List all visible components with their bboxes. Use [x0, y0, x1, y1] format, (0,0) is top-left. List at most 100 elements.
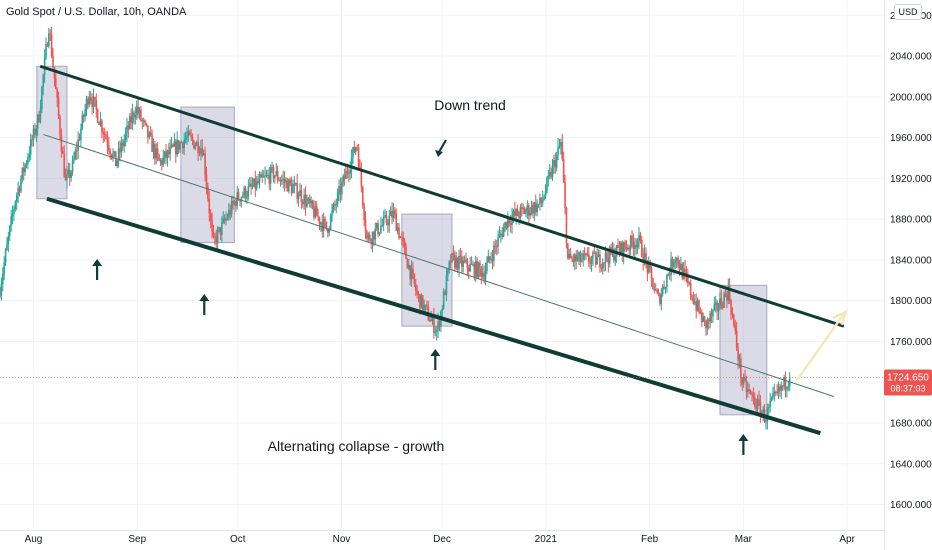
- candle-body: [541, 199, 544, 204]
- candle-body: [454, 255, 456, 268]
- candle-body: [106, 138, 109, 146]
- candle-body: [353, 147, 356, 153]
- candle-body: [354, 147, 357, 153]
- candle-body: [271, 166, 273, 168]
- candle-body: [187, 131, 190, 137]
- candle-body: [687, 276, 689, 283]
- candle-body: [48, 33, 50, 47]
- candle-body: [694, 302, 696, 304]
- candle-body: [239, 199, 241, 202]
- candle-body: [733, 315, 735, 326]
- candle-body: [628, 247, 631, 250]
- candle-body: [52, 56, 54, 68]
- candle-body: [441, 308, 444, 312]
- candle-body: [417, 294, 420, 296]
- candle-body: [473, 264, 476, 277]
- candle-body: [776, 391, 778, 393]
- candle-body: [762, 409, 764, 414]
- candle-body: [661, 286, 664, 295]
- candle-body: [402, 237, 405, 242]
- candle-body: [8, 226, 11, 237]
- candle-body: [413, 273, 416, 284]
- candle-body: [540, 197, 543, 204]
- candle-body: [200, 148, 202, 154]
- price-axis[interactable]: 1600.0001640.0001680.0001720.0001760.000…: [884, 0, 932, 550]
- candle-body: [653, 289, 656, 291]
- candle-body: [502, 227, 505, 237]
- candle-body: [689, 282, 692, 296]
- candle-body: [88, 97, 91, 105]
- candle-body: [346, 170, 349, 174]
- candle-body: [463, 260, 466, 262]
- candle-body: [46, 44, 49, 47]
- candle-body: [268, 174, 271, 184]
- candle-body: [533, 202, 536, 214]
- candle-body: [138, 109, 141, 114]
- candle-body: [80, 128, 82, 140]
- candle-body: [546, 178, 548, 192]
- candle-body: [237, 192, 240, 200]
- candle-body: [45, 44, 47, 58]
- candle-body: [74, 150, 77, 159]
- candle-body: [308, 198, 311, 204]
- candle-body: [221, 222, 223, 235]
- candle-body: [377, 223, 379, 235]
- candle-body: [631, 235, 633, 242]
- x-tick-label: Apr: [839, 534, 855, 545]
- candle-body: [87, 99, 89, 105]
- candle-body: [1, 274, 4, 285]
- candle-body: [527, 205, 530, 216]
- candle-body: [173, 141, 176, 147]
- candle-body: [765, 421, 767, 423]
- candle-body: [82, 115, 85, 117]
- candle-body: [205, 174, 208, 187]
- candle-body: [17, 188, 19, 196]
- candle-body: [603, 262, 605, 264]
- candle-body: [230, 200, 233, 215]
- candle-body: [208, 199, 211, 214]
- candle-body: [110, 154, 113, 158]
- candle-body: [67, 169, 70, 175]
- currency-button[interactable]: USD: [894, 4, 922, 20]
- candle-body: [334, 204, 336, 206]
- candle-body: [467, 268, 470, 272]
- candle-body: [6, 243, 8, 251]
- candle-body: [681, 263, 684, 279]
- candle-body: [396, 227, 399, 231]
- candle-body: [424, 304, 427, 306]
- candle-body: [709, 313, 711, 322]
- candle-body: [614, 256, 617, 261]
- candle-body: [168, 150, 170, 155]
- candle-body: [194, 145, 197, 149]
- candle-body: [322, 218, 325, 232]
- candle-body: [288, 179, 290, 192]
- candle-body: [99, 120, 102, 125]
- candle-body: [320, 222, 322, 225]
- candle-body: [521, 207, 523, 209]
- candle-body: [787, 386, 790, 388]
- candle-body: [293, 184, 296, 187]
- candle-body: [405, 246, 407, 259]
- candle-body: [105, 134, 107, 139]
- candle-body: [395, 213, 398, 231]
- candle-body: [737, 347, 739, 361]
- candle-body: [4, 250, 7, 263]
- candle-body: [70, 172, 72, 179]
- candle-body: [414, 283, 417, 292]
- annotation-marks: [92, 139, 848, 455]
- candle-body: [608, 247, 611, 264]
- y-tick-label: 1800.000: [890, 296, 932, 307]
- candle-body: [338, 186, 340, 193]
- candle-body: [780, 385, 783, 391]
- candle-body: [310, 200, 312, 204]
- candle-body: [363, 205, 365, 221]
- candle-body: [343, 175, 346, 179]
- candle-body: [201, 148, 204, 156]
- up-arrow-head: [92, 259, 103, 266]
- candle-body: [279, 180, 282, 182]
- time-axis[interactable]: Aug Sep Oct Nov Dec 2021 Feb Mar Apr: [0, 530, 884, 550]
- candle-body: [575, 254, 578, 261]
- candle-body: [169, 146, 172, 155]
- candle-body: [123, 139, 125, 147]
